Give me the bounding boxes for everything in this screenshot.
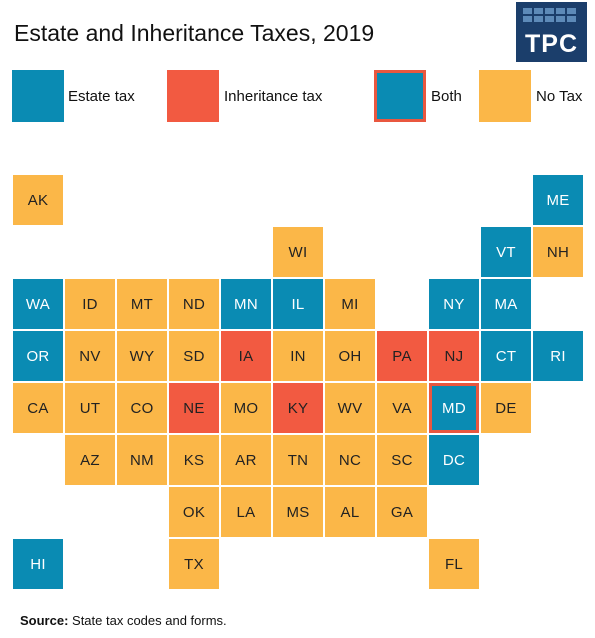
state-tile-ky: KY — [273, 383, 323, 433]
state-tile-ca: CA — [13, 383, 63, 433]
state-tile-wa: WA — [13, 279, 63, 329]
state-tile-vt: VT — [481, 227, 531, 277]
state-tile-ct: CT — [481, 331, 531, 381]
legend-swatch-estate — [12, 70, 64, 122]
state-tile-mi: MI — [325, 279, 375, 329]
state-tile-ia: IA — [221, 331, 271, 381]
source-note: Source: State tax codes and forms. — [20, 613, 227, 628]
state-tile-tn: TN — [273, 435, 323, 485]
legend-label-estate: Estate tax — [68, 88, 135, 105]
legend-label-none: No Tax — [536, 88, 583, 105]
source-text: State tax codes and forms. — [68, 613, 227, 628]
state-tile-ak: AK — [13, 175, 63, 225]
state-tile-sc: SC — [377, 435, 427, 485]
state-tile-va: VA — [377, 383, 427, 433]
state-tile-me: ME — [533, 175, 583, 225]
state-tile-ks: KS — [169, 435, 219, 485]
logo-text: TPC — [525, 30, 578, 58]
state-tile-il: IL — [273, 279, 323, 329]
legend-swatch-both — [374, 70, 426, 122]
state-tile-nd: ND — [169, 279, 219, 329]
chart-title: Estate and Inheritance Taxes, 2019 — [14, 20, 375, 46]
legend-label-inherit: Inheritance tax — [224, 88, 323, 105]
state-tile-oh: OH — [325, 331, 375, 381]
legend-swatch-inherit — [167, 70, 219, 122]
state-tile-fl: FL — [429, 539, 479, 589]
state-tile-ut: UT — [65, 383, 115, 433]
state-tile-in: IN — [273, 331, 323, 381]
state-tile-nv: NV — [65, 331, 115, 381]
state-tile-id: ID — [65, 279, 115, 329]
state-tile-de: DE — [481, 383, 531, 433]
state-tile-wi: WI — [273, 227, 323, 277]
tpc-logo: TPC — [516, 2, 587, 62]
state-tile-az: AZ — [65, 435, 115, 485]
state-tile-sd: SD — [169, 331, 219, 381]
legend-swatch-none — [479, 70, 531, 122]
state-tile-ga: GA — [377, 487, 427, 537]
source-label: Source: — [20, 613, 69, 628]
state-tile-ne: NE — [169, 383, 219, 433]
logo-grid-icon — [523, 8, 576, 22]
state-tile-mt: MT — [117, 279, 167, 329]
state-tile-al: AL — [325, 487, 375, 537]
state-tile-mn: MN — [221, 279, 271, 329]
state-tile-nj: NJ — [429, 331, 479, 381]
state-tile-or: OR — [13, 331, 63, 381]
state-tile-ri: RI — [533, 331, 583, 381]
state-tile-ma: MA — [481, 279, 531, 329]
state-tile-hi: HI — [13, 539, 63, 589]
legend-label-both: Both — [431, 88, 462, 105]
state-tile-ny: NY — [429, 279, 479, 329]
state-tile-nc: NC — [325, 435, 375, 485]
state-tile-wy: WY — [117, 331, 167, 381]
state-tile-ar: AR — [221, 435, 271, 485]
state-tile-la: LA — [221, 487, 271, 537]
state-tile-mo: MO — [221, 383, 271, 433]
state-tile-wv: WV — [325, 383, 375, 433]
state-tile-nm: NM — [117, 435, 167, 485]
state-tile-ms: MS — [273, 487, 323, 537]
state-tile-md: MD — [429, 383, 479, 433]
state-tile-tx: TX — [169, 539, 219, 589]
state-tile-dc: DC — [429, 435, 479, 485]
state-tile-ok: OK — [169, 487, 219, 537]
state-tile-co: CO — [117, 383, 167, 433]
state-tile-pa: PA — [377, 331, 427, 381]
state-tile-nh: NH — [533, 227, 583, 277]
